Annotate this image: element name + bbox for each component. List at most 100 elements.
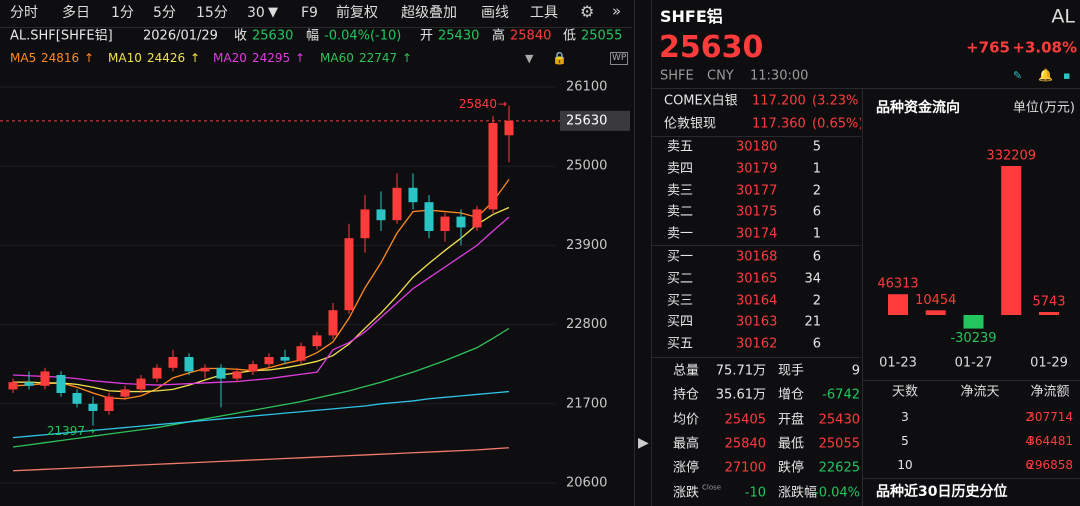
quote-field: AL.SHF[SHFE铝] [10, 28, 113, 44]
candle-body [216, 367, 226, 379]
table-header: 净流额 [1030, 384, 1070, 400]
divider [652, 245, 861, 246]
toolbar-tab[interactable]: 工具 [530, 5, 558, 21]
book-volume: 34 [804, 271, 821, 287]
candle-body [120, 389, 130, 397]
quote-field: 收 [234, 28, 248, 44]
stat-value: 35.61万 [715, 387, 766, 403]
book-price: 30180 [736, 139, 778, 155]
panel-unit: 单位(万元) [1012, 100, 1075, 116]
stat-label: 涨跌 [673, 485, 700, 500]
fund-flow-chart: 46313 01-23 10454 -30239 01-27 332209 5743 01-2… [877, 149, 1068, 371]
menu-icon[interactable]: ▪ [1063, 69, 1071, 82]
edit-icon[interactable]: ✎ [1013, 69, 1023, 82]
grid-icon[interactable]: WP [610, 52, 629, 65]
table-cell: 364481 [1027, 434, 1073, 448]
stat-label: 总量 [673, 363, 700, 379]
flow-value-label: 46313 [877, 277, 918, 292]
quote-time: 11:30:00 [750, 68, 809, 84]
divider [652, 88, 1080, 89]
toolbar-tab[interactable]: 画线 [481, 5, 509, 21]
toolbar-tab[interactable]: 前复权 [336, 5, 378, 21]
stat-value: 27100 [724, 460, 766, 476]
flow-value-label: -30239 [950, 331, 996, 346]
alert-icon[interactable]: 🔔 [1038, 68, 1053, 82]
ma-line [12, 179, 510, 400]
table-cell: 3 [901, 410, 909, 424]
y-tick-label: 25000 [566, 159, 607, 174]
toolbar-tab[interactable]: 1分 [111, 5, 134, 21]
candle-body [488, 123, 498, 210]
table-cell: 5 [901, 434, 909, 448]
more-icon[interactable]: » [612, 2, 622, 20]
book-volume: 5 [812, 139, 821, 155]
quote-field: 高 [492, 28, 506, 44]
book-volume: 21 [804, 314, 821, 330]
stat-value: 25840 [724, 436, 766, 452]
flow-value-label: 10454 [915, 293, 956, 308]
quote-field: -0.04%(-10) [324, 28, 402, 44]
candle-body [472, 209, 482, 228]
y-tick-label: 23900 [566, 238, 607, 253]
flow-bar [1001, 166, 1022, 315]
legend-arrow: ↑ [190, 51, 201, 65]
min-arrow: → [86, 425, 95, 438]
candle-body [72, 393, 82, 404]
toolbar-tab[interactable]: 超级叠加 [401, 5, 457, 21]
book-label: 卖二 [667, 204, 694, 220]
book-price: 30165 [736, 271, 778, 287]
toolbar-tab[interactable]: 15分 [196, 5, 228, 21]
book-label: 卖一 [667, 226, 694, 242]
y-tick-label: 22800 [566, 317, 607, 332]
book-label: 买二 [667, 271, 694, 287]
quote-field: 幅 [306, 28, 320, 44]
stat-label: 持仓 [673, 387, 700, 403]
last-price: 25630 [659, 30, 764, 65]
book-label: 卖五 [667, 139, 694, 155]
max-arrow: → [498, 98, 507, 111]
toolbar-tab[interactable]: 多日 [62, 5, 90, 21]
candle-body [8, 382, 18, 390]
book-price: 30179 [736, 161, 778, 177]
legend-arrow: ↑ [295, 51, 306, 65]
toolbar-tab[interactable]: F9 [301, 5, 318, 21]
candle-body [232, 371, 242, 379]
divider [862, 89, 863, 506]
collapse-icon[interactable]: ▼ [525, 52, 534, 65]
section-title: 品种近30日历史分位 [876, 484, 1008, 500]
stat-value: 25405 [724, 412, 766, 428]
stat-label: 涨停 [673, 460, 700, 476]
book-price: 30163 [736, 314, 778, 330]
book-label: 买一 [667, 249, 694, 265]
kline-chart: 20600 21700 22800 23900 25000 26100 25630 25840… [0, 80, 630, 491]
price-change-pct: +3.08% [1012, 38, 1077, 57]
candle-body [40, 371, 50, 386]
quote-field: 2026/01/29 [143, 28, 218, 44]
toolbar-tab[interactable]: 30 [247, 5, 265, 21]
table-cell: 2 [1025, 410, 1033, 424]
candle-body [360, 209, 370, 239]
divider [651, 0, 652, 506]
expand-arrow[interactable]: ▶ [638, 435, 649, 451]
dropdown-arrow[interactable]: ▼ [268, 5, 278, 20]
book-label: 买五 [667, 336, 694, 352]
y-tick-label: 26100 [566, 80, 607, 95]
stat-value: 25055 [818, 436, 860, 452]
lock-icon[interactable]: 🔒 [552, 51, 567, 65]
exchange: SHFE [660, 68, 694, 84]
flow-category: 01-27 [955, 356, 993, 371]
quote-field: 25055 [581, 28, 623, 44]
table-header: 天数 [891, 384, 919, 400]
toolbar-tab[interactable]: 5分 [153, 5, 176, 21]
settings-icon[interactable]: ⚙ [580, 2, 595, 21]
candle-body [424, 202, 434, 231]
candle-body [344, 238, 354, 311]
legend-name: MA60 [320, 51, 354, 65]
candle-body [264, 357, 274, 365]
candle-body [312, 335, 322, 347]
book-label: 买三 [667, 293, 694, 309]
legend-value: 24816 [41, 51, 80, 65]
related-pct: (3.23% [812, 93, 859, 109]
toolbar-tab[interactable]: 分时 [10, 5, 38, 21]
